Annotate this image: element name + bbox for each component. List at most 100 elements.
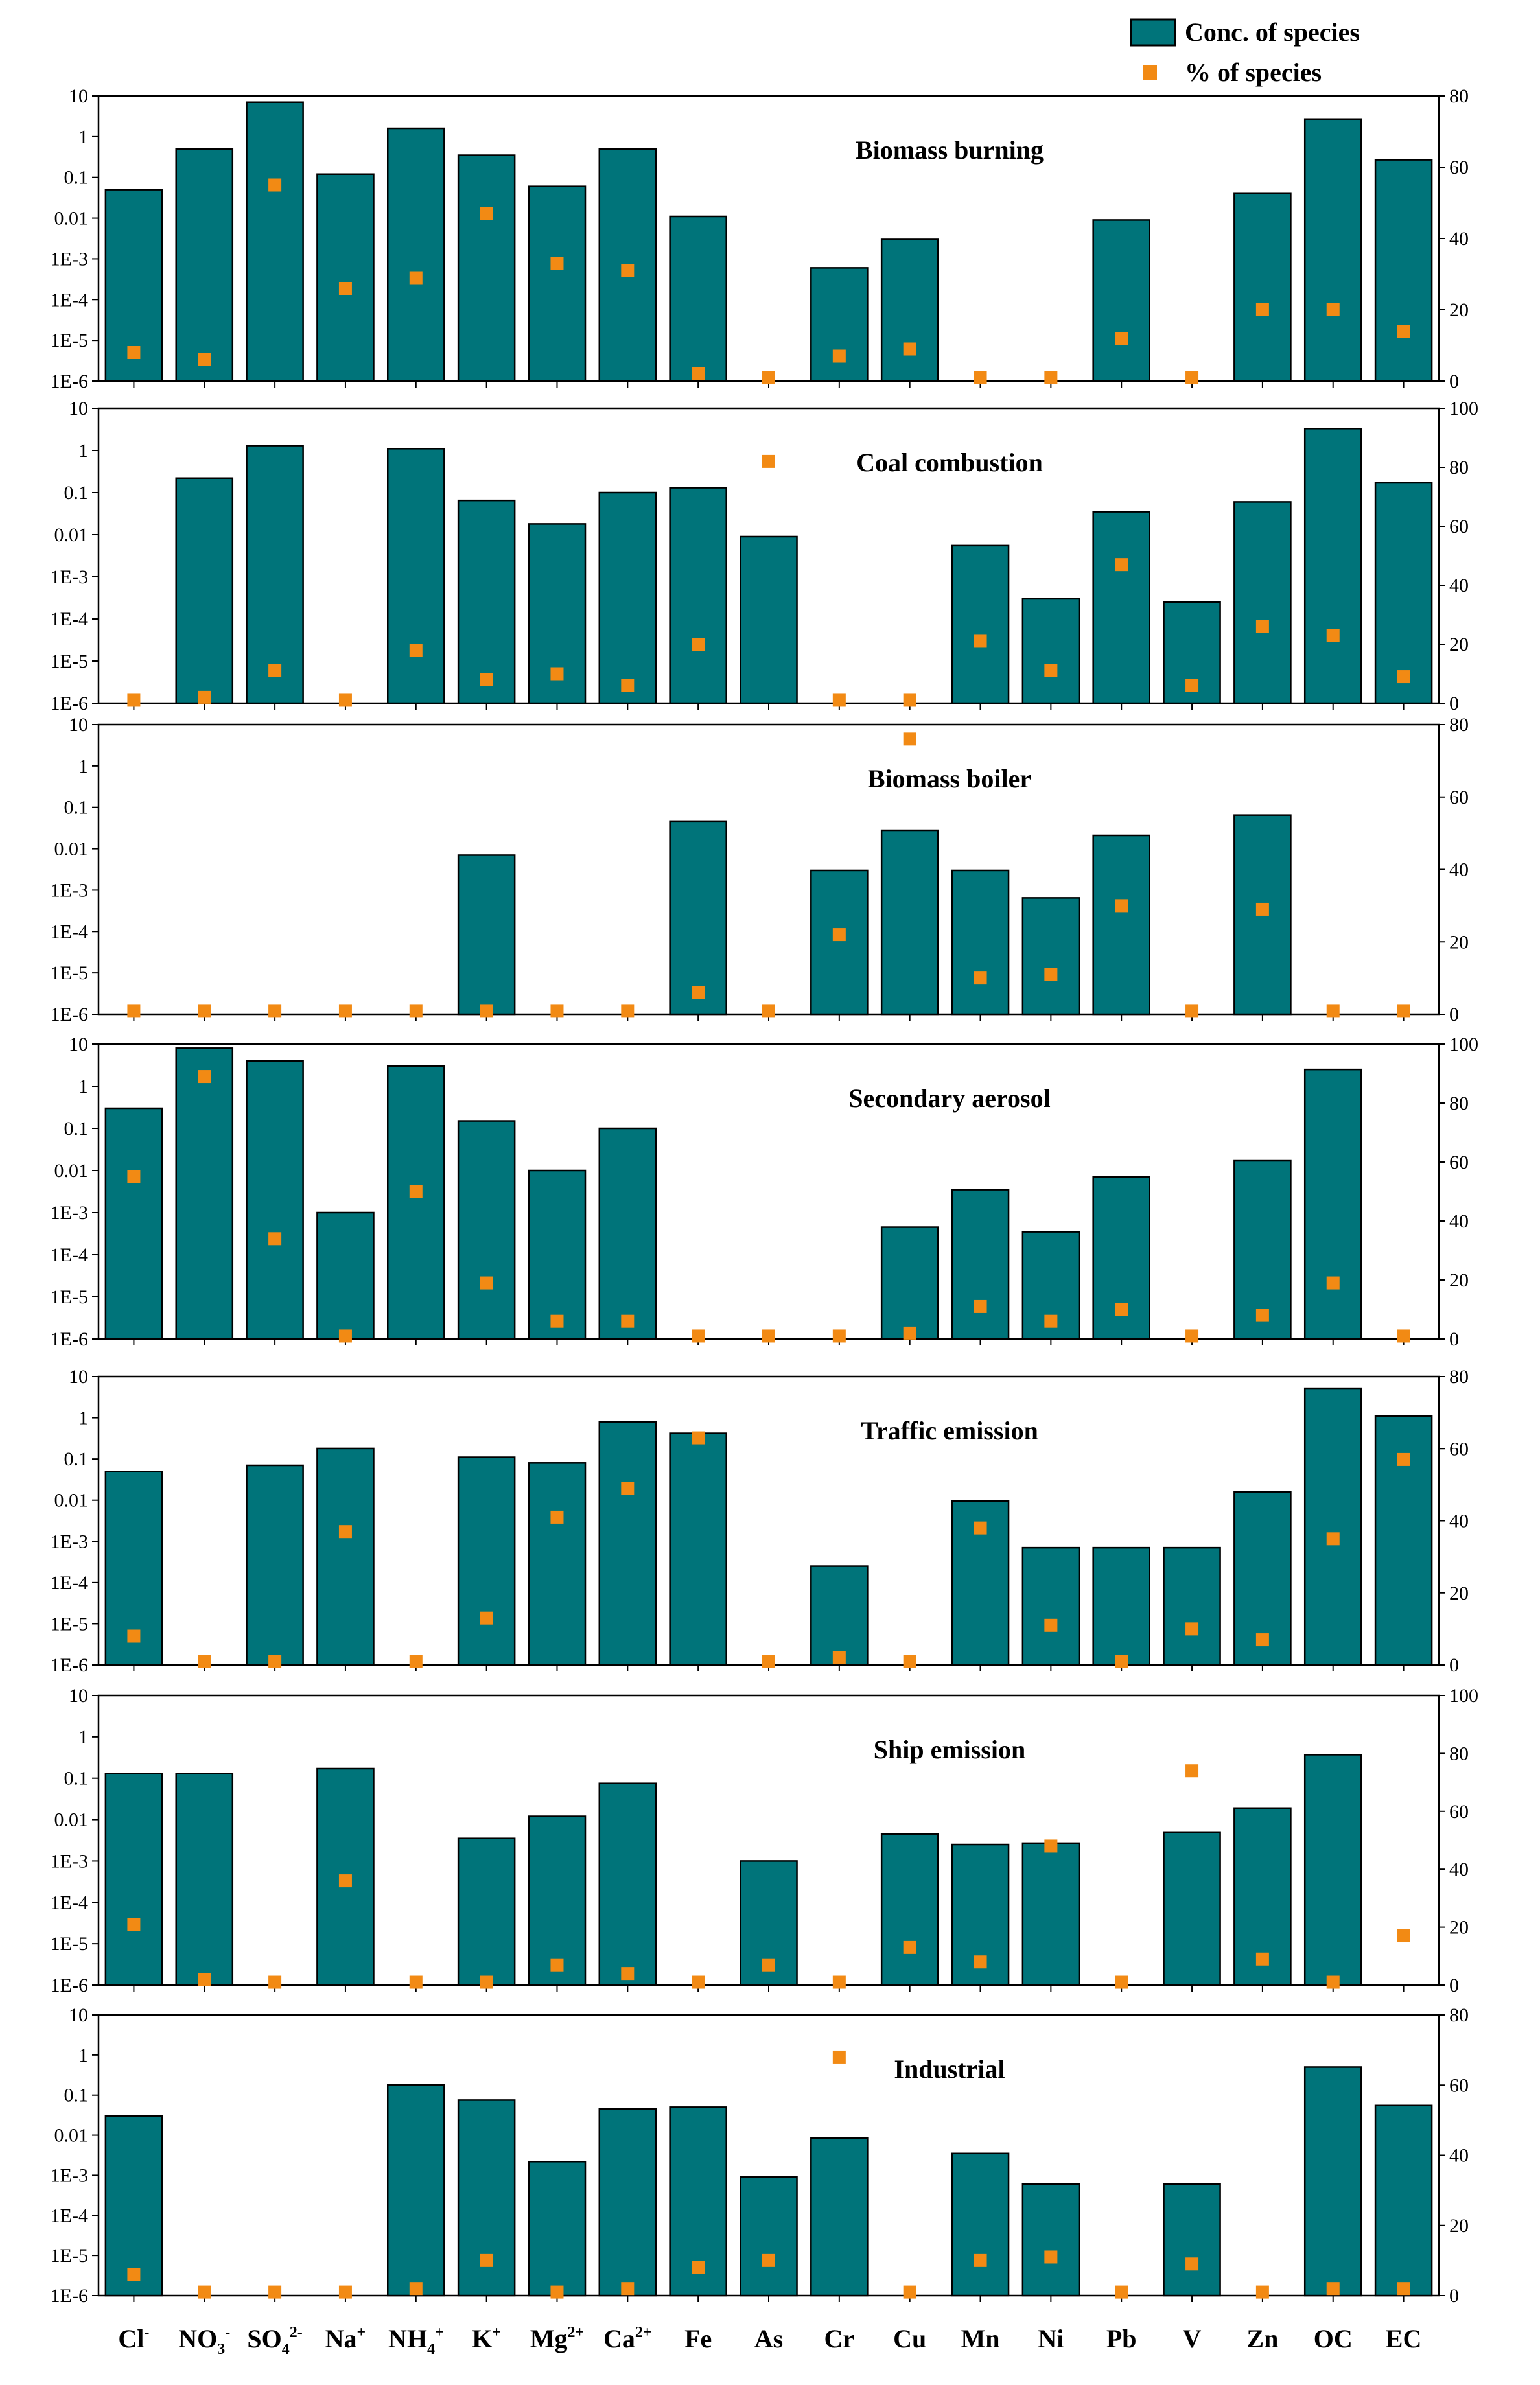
bar-Mg2+: [528, 1462, 587, 1666]
marker-Ca2+: [621, 1004, 635, 1018]
marker-Cr: [832, 2050, 846, 2064]
marker-OC: [1326, 2282, 1340, 2296]
bar-OC: [1303, 428, 1362, 704]
panel-title: Traffic emission: [861, 1416, 1038, 1445]
bar-Fe: [669, 487, 727, 704]
left-tick-label: 1E-5: [51, 1286, 88, 1308]
left-tick-label: 0.01: [54, 1160, 89, 1181]
marker-NO3-: [198, 2285, 211, 2299]
panel-coal-combustion: 10 1 0.1 0.01 1E-3 1E-4 1E-5 1E-6 100 80 60 40 20 0 Co…: [51, 398, 1478, 714]
bar-Mn: [951, 2152, 1010, 2297]
bar-Ca2+: [598, 1127, 657, 1340]
marker-OC: [1326, 1532, 1340, 1546]
marker-OC: [1326, 1276, 1340, 1290]
bar-Cr: [810, 1565, 869, 1666]
marker-Na+: [338, 2285, 352, 2299]
bar-Cr: [810, 2137, 869, 2297]
bar-Ni: [1021, 598, 1080, 704]
bar-Na+: [316, 1211, 375, 1340]
category-label: Pb: [1106, 2324, 1137, 2353]
marker-K+: [480, 1004, 493, 1018]
bar-NH4+: [387, 1065, 445, 1340]
bar-EC: [1374, 482, 1433, 704]
bar-NH4+: [387, 2084, 445, 2297]
bar-NO3-: [175, 148, 234, 382]
left-tick-label: 1E-6: [51, 2285, 88, 2307]
category-label: Mg2+: [530, 2324, 584, 2353]
bar-Zn: [1233, 192, 1292, 382]
left-tick-label: 1: [78, 756, 88, 777]
marker-NO3-: [198, 1655, 211, 1668]
left-tick-label: 1E-6: [51, 1975, 88, 1996]
left-tick-label: 1E-3: [51, 1202, 88, 1224]
right-tick-label: 60: [1449, 157, 1469, 178]
bar-Cu: [880, 238, 939, 382]
marker-NH4+: [409, 1655, 423, 1668]
marker-Cu: [903, 2285, 916, 2299]
marker-Ca2+: [621, 2282, 635, 2296]
left-tick-label: 0.01: [54, 2125, 89, 2146]
marker-Zn: [1255, 1309, 1269, 1322]
right-tick-label: 60: [1449, 1438, 1469, 1460]
marker-NO3-: [198, 690, 211, 704]
marker-NH4+: [409, 1004, 423, 1018]
bar-Ca2+: [598, 1421, 657, 1666]
legend-marker-label: % of species: [1185, 58, 1322, 87]
right-tick-label: 40: [1449, 2145, 1469, 2167]
marker-As: [762, 454, 775, 468]
marker-Na+: [338, 1525, 352, 1539]
left-tick-label: 0.01: [54, 1809, 89, 1831]
marker-Cu: [903, 1326, 916, 1340]
right-tick-label: 100: [1449, 1034, 1478, 1055]
marker-NH4+: [409, 1975, 423, 1989]
marker-Ni: [1044, 1618, 1058, 1632]
marker-NH4+: [409, 644, 423, 657]
left-tick-label: 1E-5: [51, 2245, 88, 2266]
marker-V: [1185, 2257, 1199, 2271]
bar-K+: [457, 1837, 516, 1986]
bar-Mg2+: [528, 1815, 587, 1986]
marker-NO3-: [198, 1004, 211, 1018]
marker-OC: [1326, 1975, 1340, 1989]
right-tick-label: 40: [1449, 1211, 1469, 1232]
left-tick-label: 0.1: [64, 1768, 89, 1789]
right-tick-label: 60: [1449, 516, 1469, 537]
marker-Cr: [832, 928, 846, 942]
marker-Fe: [692, 2261, 705, 2274]
marker-NO3-: [198, 1070, 211, 1084]
category-label: Fe: [684, 2324, 712, 2353]
left-tick-label: 1E-5: [51, 330, 88, 351]
marker-EC: [1397, 1929, 1410, 1943]
bar-As: [740, 535, 798, 704]
bar-NH4+: [387, 127, 445, 382]
marker-As: [762, 1004, 775, 1018]
marker-Cl-: [127, 693, 141, 707]
marker-K+: [480, 673, 493, 686]
marker-V: [1185, 1764, 1199, 1778]
bar-NO3-: [175, 477, 234, 704]
bar-Ca2+: [598, 2108, 657, 2297]
bar-OC: [1303, 2066, 1362, 2297]
bar-EC: [1374, 2104, 1433, 2297]
marker-K+: [480, 1975, 493, 1989]
left-tick-label: 1E-3: [51, 879, 88, 901]
left-tick-label: 1: [78, 126, 88, 148]
bar-SO4 2-: [246, 101, 304, 382]
left-tick-label: 1E-3: [51, 248, 88, 270]
marker-NO3-: [198, 1973, 211, 1986]
bar-NO3-: [175, 1047, 234, 1340]
right-tick-label: 0: [1449, 1004, 1459, 1025]
marker-Cu: [903, 1655, 916, 1668]
marker-EC: [1397, 325, 1410, 338]
left-tick-label: 1E-5: [51, 1933, 88, 1955]
marker-Na+: [338, 1329, 352, 1343]
marker-Pb: [1115, 1975, 1128, 1989]
category-label: SO42-: [247, 2324, 302, 2358]
left-tick-label: 10: [69, 714, 88, 736]
marker-Zn: [1255, 2285, 1269, 2299]
marker-Ni: [1044, 664, 1058, 677]
category-label: OC: [1314, 2324, 1353, 2353]
bar-Ca2+: [598, 491, 657, 704]
legend-bar-label: Conc. of species: [1185, 17, 1360, 47]
